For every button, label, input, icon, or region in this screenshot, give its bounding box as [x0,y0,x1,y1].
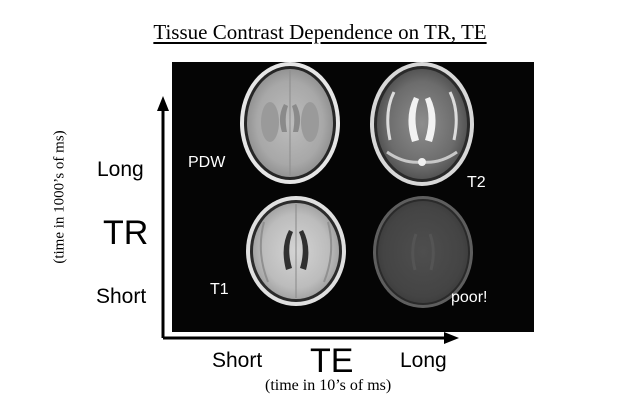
te-short-label: Short [212,349,263,372]
tr-short-label: Short [96,285,147,308]
poor-label: poor! [451,289,488,306]
te-unit-label: (time in 10’s of ms) [265,377,392,394]
mri-panel: PDW T2 T1 poor! [172,62,534,332]
pdw-brain-image [240,62,340,184]
t2-label: T2 [467,174,486,191]
x-axis-arrow [163,332,459,344]
tr-axis-name: TR [103,214,149,252]
tr-long-label: Long [97,158,144,181]
page-title: Tissue Contrast Dependence on TR, TE [153,20,487,44]
tr-unit-label: (time in 1000’s of ms) [51,130,68,264]
te-axis-name: TE [310,342,354,380]
te-long-label: Long [400,349,447,372]
t1-brain-image [246,196,346,306]
poor-brain-image [373,196,473,308]
pdw-label: PDW [188,154,226,171]
t1-label: T1 [210,281,229,298]
t2-brain-image [370,62,474,186]
mri-brain-images [240,62,474,308]
y-axis-arrow [157,96,169,338]
